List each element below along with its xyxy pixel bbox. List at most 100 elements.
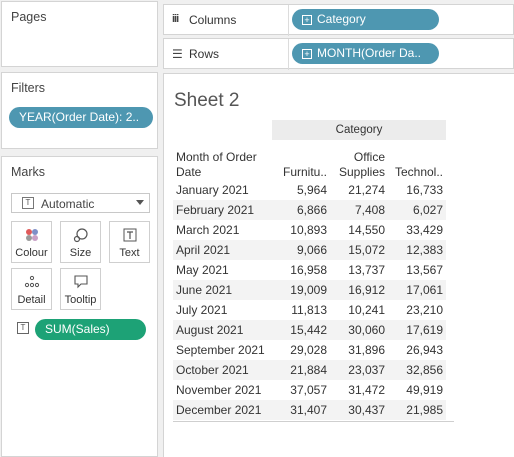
sales-cell: 9,066 (272, 240, 330, 260)
row-label-month: May 2021 (176, 263, 229, 277)
marks-panel: Marks T Automatic Colour Size (1, 156, 158, 457)
row-label-month: January 2021 (176, 183, 249, 197)
sales-cell: 11,813 (291, 303, 327, 317)
category-header-office-line1: Office (353, 150, 385, 164)
table-row: February 2021 6,866 7,408 6,027 (173, 200, 446, 220)
row-label-month: November 2021 (176, 383, 262, 397)
rows-icon: ☰ (172, 47, 183, 61)
table-row: March 2021 10,893 14,550 33,429 (173, 220, 446, 240)
sales-cell: 21,985 (388, 400, 446, 420)
sales-cell: 26,943 (406, 343, 443, 357)
sales-cell: 32,856 (388, 360, 446, 380)
detail-card[interactable]: Detail (11, 268, 52, 310)
sheet-title: Sheet 2 (174, 90, 240, 111)
mark-type-select[interactable]: T Automatic (11, 193, 150, 213)
table-row: July 2021 11,813 10,241 23,210 (173, 300, 446, 320)
sales-cell: 15,442 (272, 320, 330, 340)
table-row: May 2021 16,958 13,737 13,567 (173, 260, 446, 280)
row-label-month: April 2021 (173, 240, 272, 260)
tooltip-icon (61, 275, 100, 292)
sales-cell: 16,958 (290, 263, 327, 277)
columns-icon: iii (172, 13, 179, 25)
text-card-label: Text (119, 247, 140, 259)
sales-cell: 19,009 (272, 280, 330, 300)
row-label-month: June 2021 (173, 280, 272, 300)
table-row: August 2021 15,442 30,060 17,619 (173, 320, 446, 340)
expand-icon: + (302, 48, 312, 59)
sales-cell: 31,472 (348, 383, 385, 397)
row-label-month: August 2021 (173, 320, 272, 340)
detail-icon (12, 275, 51, 292)
row-label-month: July 2021 (176, 303, 228, 317)
sales-cell: 7,408 (330, 200, 388, 220)
table-row: December 2021 31,407 30,437 21,985 (173, 400, 446, 420)
pages-title: Pages (11, 10, 47, 24)
sales-cell: 16,912 (330, 280, 388, 300)
row-label-month: October 2021 (173, 360, 272, 380)
sales-cell: 13,737 (348, 263, 385, 277)
sales-cell: 17,619 (388, 320, 446, 340)
detail-card-label: Detail (17, 294, 46, 306)
sales-cell: 23,210 (406, 303, 443, 317)
colour-icon (12, 228, 51, 245)
text-field-icon: T (17, 322, 29, 334)
category-header-furniture-line1 (272, 140, 330, 164)
chevron-down-icon (136, 200, 144, 205)
sales-cell: 23,037 (330, 360, 388, 380)
sales-cell: 10,241 (348, 303, 385, 317)
rows-pill-label: MONTH(Order Da.. (317, 46, 422, 60)
row-label-month: September 2021 (176, 343, 265, 357)
mark-type-icon: T (22, 197, 34, 209)
sales-cell: 29,028 (290, 343, 327, 357)
shelf-divider (288, 39, 289, 70)
sales-cell: 5,964 (296, 183, 327, 197)
category-header-furniture: Furnitu.. (282, 165, 327, 179)
colour-card[interactable]: Colour (11, 221, 52, 263)
row-header-line1: Month of Order (176, 150, 257, 164)
filter-pill-year[interactable]: YEAR(Order Date): 2.. (9, 107, 153, 128)
rows-label: Rows (189, 47, 220, 61)
tooltip-card-label: Tooltip (64, 294, 97, 306)
filters-panel: Filters YEAR(Order Date): 2.. (1, 72, 158, 149)
table-row: October 2021 21,884 23,037 32,856 (173, 360, 446, 380)
sales-cell: 33,429 (406, 223, 443, 237)
tooltip-card[interactable]: Tooltip (60, 268, 101, 310)
category-header-technology-line1 (388, 140, 446, 164)
shelf-divider (288, 5, 289, 36)
size-card[interactable]: Size (60, 221, 101, 263)
table-row: April 2021 9,066 15,072 12,383 (173, 240, 446, 260)
table-bottom-border (173, 421, 454, 422)
text-card[interactable]: Text (109, 221, 150, 263)
sales-cell: 17,061 (388, 280, 446, 300)
rows-shelf: ☰ Rows + MONTH(Order Da.. (163, 38, 514, 70)
sales-cell: 16,733 (406, 183, 443, 197)
sales-cell: 6,866 (272, 200, 330, 220)
crosstab: Category Month of Order Office Date Furn… (173, 120, 446, 420)
expand-icon: + (302, 14, 312, 25)
columns-pill-category[interactable]: + Category (292, 9, 439, 30)
sales-cell: 31,896 (348, 343, 385, 357)
columns-pill-label: Category (317, 12, 366, 26)
row-label-month: December 2021 (173, 400, 272, 420)
category-header-office: Supplies (338, 165, 385, 179)
row-label-month: March 2021 (176, 223, 240, 237)
columns-label: Columns (189, 13, 237, 27)
sales-cell: 30,437 (330, 400, 388, 420)
rows-pill-month[interactable]: + MONTH(Order Da.. (292, 43, 439, 64)
sales-cell: 31,407 (272, 400, 330, 420)
sales-cell: 10,893 (290, 223, 327, 237)
sales-cell: 21,274 (348, 183, 385, 197)
sales-cell: 37,057 (290, 383, 327, 397)
sales-cell: 15,072 (330, 240, 388, 260)
size-card-label: Size (69, 247, 92, 259)
table-row: November 2021 37,057 31,472 49,919 (173, 380, 446, 400)
row-header-line2: Date (176, 165, 202, 179)
pages-panel: Pages (1, 1, 158, 67)
sales-field-pill[interactable]: SUM(Sales) (35, 319, 146, 340)
row-label-month: February 2021 (173, 200, 272, 220)
columns-shelf: iii Columns + Category (163, 4, 514, 36)
table-row: September 2021 29,028 31,896 26,943 (173, 340, 446, 360)
sales-cell: 12,383 (388, 240, 446, 260)
sales-cell: 6,027 (388, 200, 446, 220)
sales-cell: 30,060 (330, 320, 388, 340)
